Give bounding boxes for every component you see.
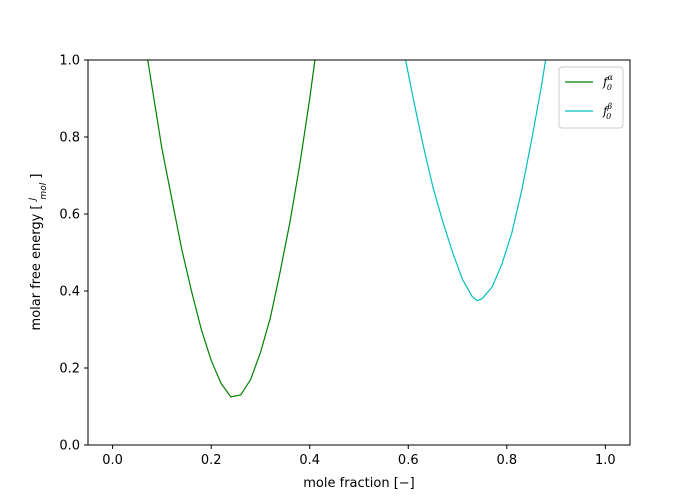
- x-axis-label: mole fraction [−]: [303, 476, 414, 491]
- legend-label-alpha: fα 0: [602, 73, 613, 92]
- x-tick-label: 1.0: [595, 453, 616, 468]
- y-axis: 0.0 0.2 0.4 0.6 0.8 1.0: [59, 54, 88, 454]
- series-layer: [147, 60, 547, 398]
- legend-box: [558, 66, 624, 129]
- y-tick-label: 0.2: [59, 362, 80, 377]
- series-line-beta: [405, 60, 547, 302]
- y-tick-label: 0.8: [59, 131, 80, 146]
- x-axis: 0.0 0.2 0.4 0.6 0.8 1.0: [102, 445, 616, 468]
- legend-label-beta: fβ 0: [602, 102, 612, 121]
- y-tick-label: 0.0: [59, 439, 80, 454]
- x-tick-label: 0.8: [496, 453, 517, 468]
- y-axis-label: molar free energy [ J mol ]: [24, 174, 50, 331]
- y-tick-label: 1.0: [59, 54, 80, 69]
- y-axis-label-text: molar free energy [: [29, 205, 44, 331]
- svg-text:molar free energy [ J: molar free energy [ J mol ]: [24, 174, 50, 331]
- x-tick-label: 0.0: [102, 453, 123, 468]
- plot-area-frame: [87, 59, 631, 446]
- legend: fα 0 fβ 0: [558, 66, 624, 129]
- x-tick-label: 0.4: [299, 453, 320, 468]
- series-line-alpha: [147, 60, 316, 398]
- y-tick-label: 0.4: [59, 285, 80, 300]
- y-axis-label-unit-den: mol: [39, 182, 49, 199]
- y-axis-label-close: ]: [29, 174, 44, 179]
- x-tick-label: 0.6: [398, 453, 419, 468]
- x-tick-label: 0.2: [201, 453, 222, 468]
- y-axis-label-unit-num: J: [28, 197, 38, 202]
- y-tick-label: 0.6: [59, 208, 80, 223]
